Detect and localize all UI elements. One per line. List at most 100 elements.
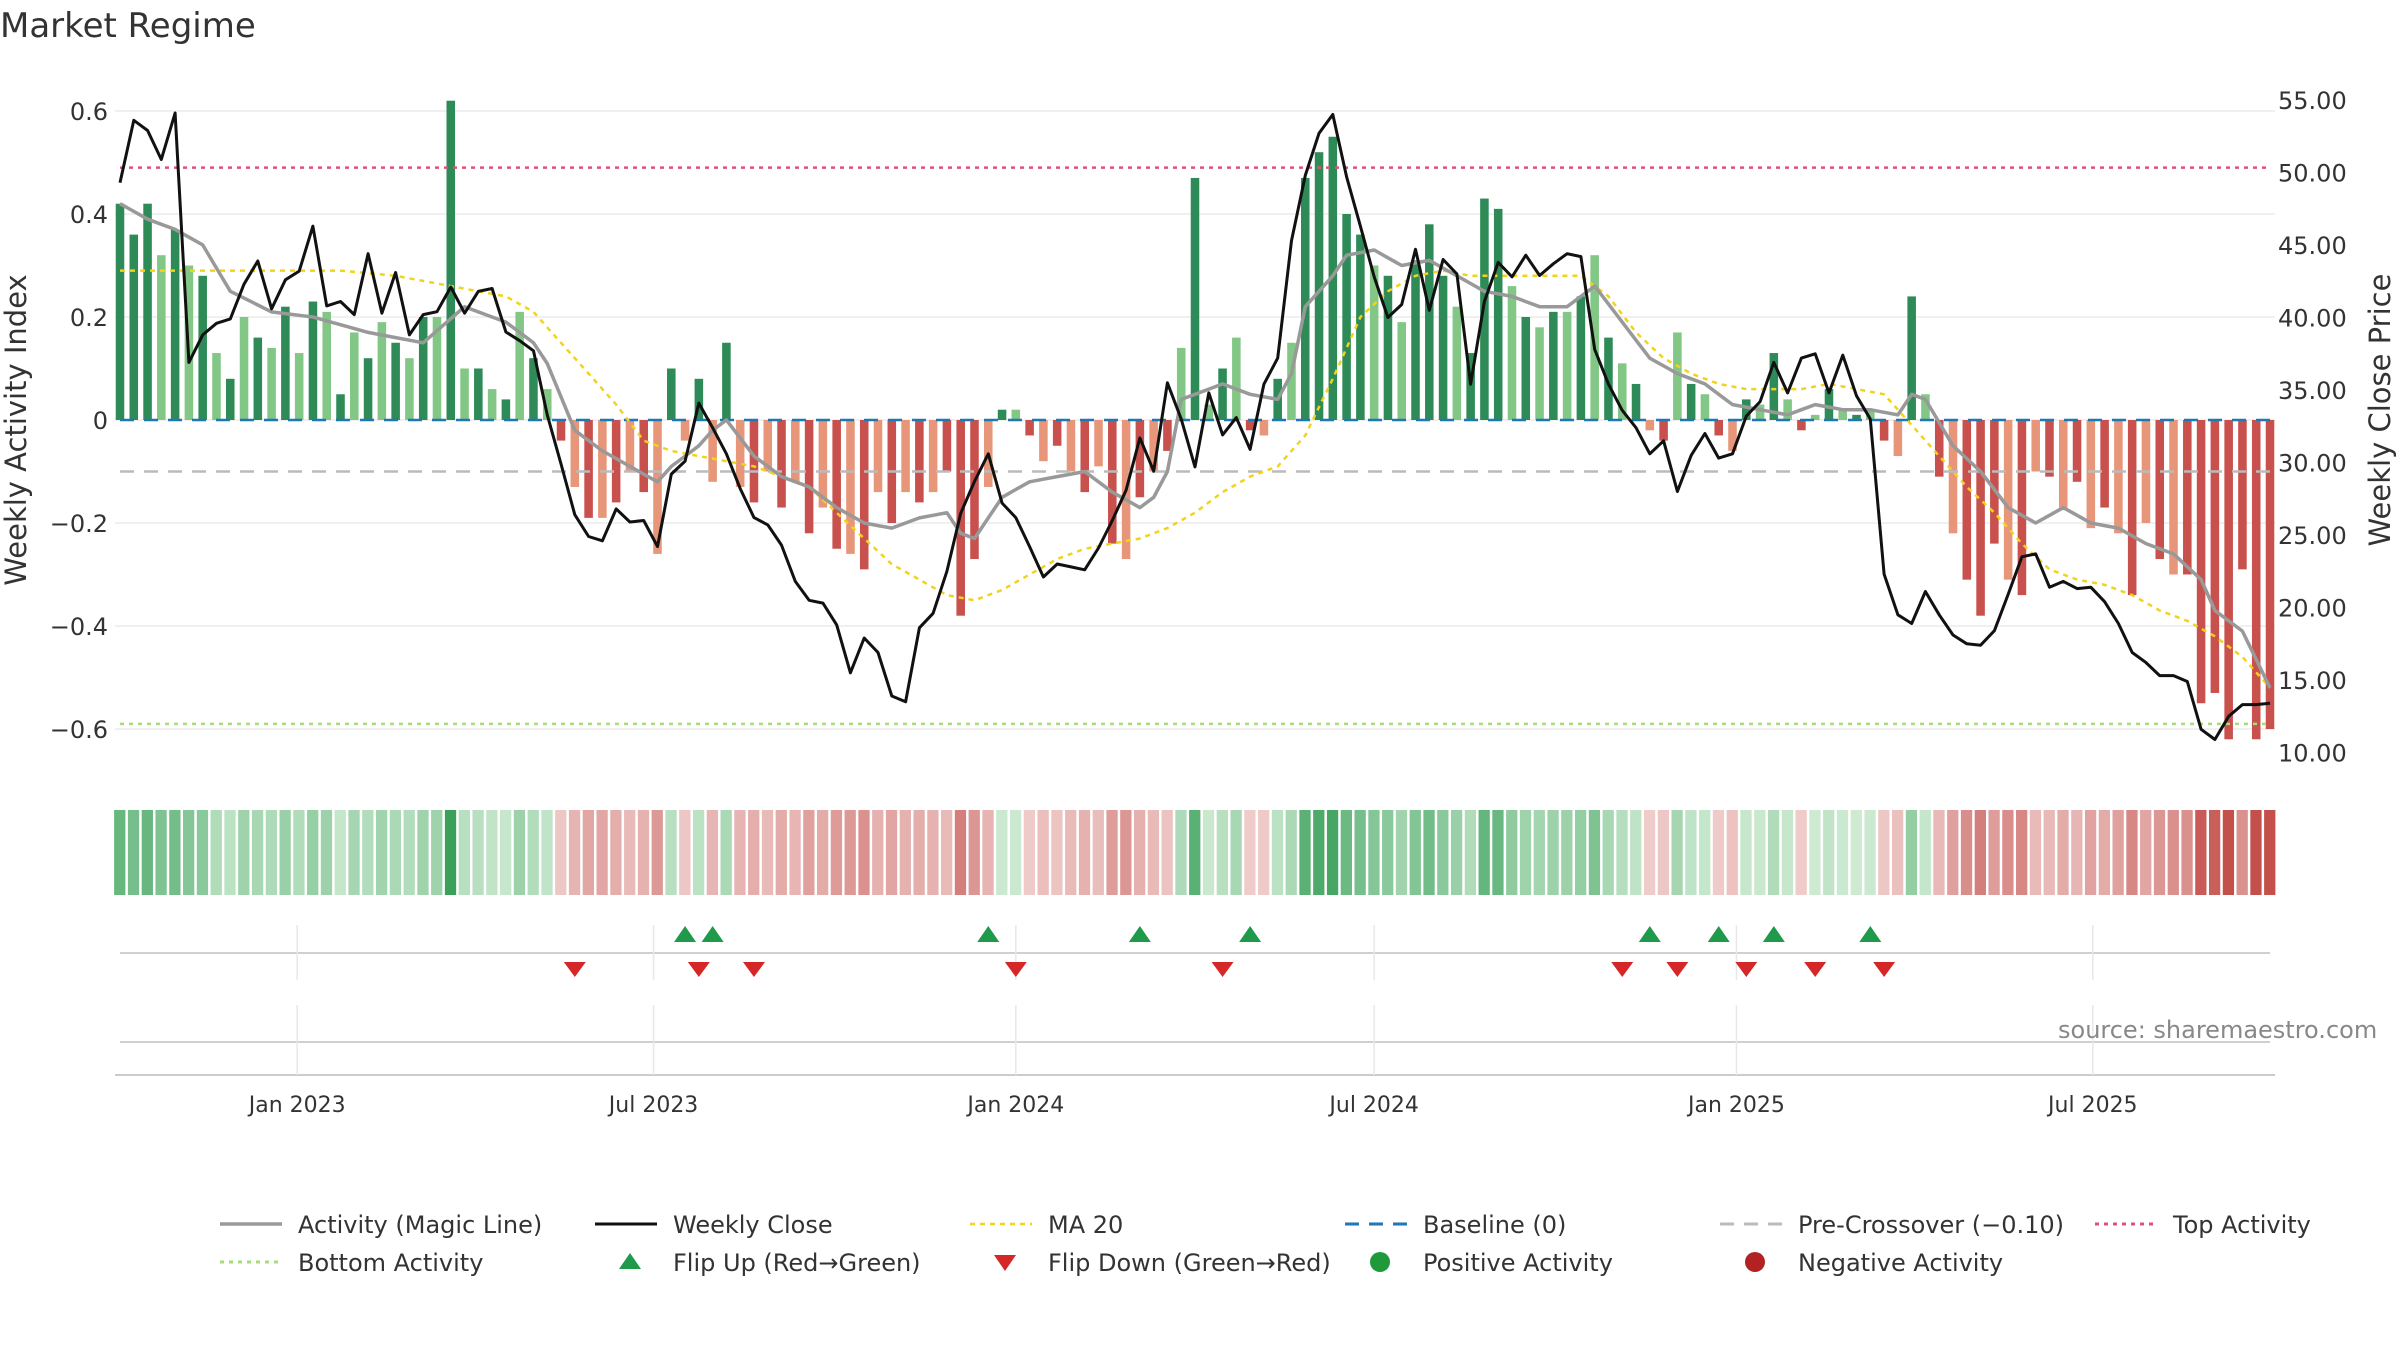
regime-cell — [334, 810, 346, 895]
regime-cell — [348, 810, 360, 895]
activity-bar — [1245, 420, 1255, 431]
source-note: source: sharemaestro.com — [2058, 1016, 2378, 1044]
activity-bar — [2183, 420, 2192, 575]
activity-bar — [1728, 420, 1737, 451]
regime-cell — [1809, 810, 1821, 895]
left-tick-label: −0.6 — [50, 716, 108, 744]
regime-cell — [748, 810, 760, 895]
activity-bar — [377, 322, 387, 420]
legend-label: Flip Down (Green→Red) — [1048, 1249, 1331, 1277]
activity-bar — [267, 347, 276, 420]
regime-cell — [1988, 810, 2000, 895]
regime-cell — [375, 810, 388, 895]
activity-bar — [694, 378, 704, 420]
regime-cell — [2112, 810, 2124, 895]
activity-bar — [1673, 332, 1682, 420]
regime-cell — [541, 810, 553, 895]
regime-cell — [761, 810, 774, 895]
activity-bar — [1259, 420, 1269, 436]
regime-cell — [513, 810, 526, 895]
regime-cell — [2098, 810, 2111, 895]
regime-cell — [706, 810, 719, 895]
regime-cell — [555, 810, 567, 895]
regime-cell — [1643, 810, 1656, 895]
activity-bar — [1287, 342, 1296, 420]
flip-up-marker — [1859, 926, 1882, 942]
regime-cell — [431, 810, 443, 895]
legend-label: Negative Activity — [1798, 1249, 2003, 1277]
regime-cell — [844, 810, 856, 895]
activity-bar — [1549, 311, 1558, 420]
regime-cell — [803, 810, 815, 895]
flip-down-marker — [1211, 962, 1234, 977]
regime-cell — [1864, 810, 1876, 895]
activity-bar — [1990, 420, 1999, 544]
activity-bar — [1824, 389, 1834, 420]
legend-label: Bottom Activity — [298, 1249, 483, 1277]
magic-line — [119, 202, 2272, 689]
regime-cell — [927, 810, 939, 895]
activity-bar — [1232, 337, 1241, 420]
activity-bar — [143, 203, 152, 420]
activity-bar — [1176, 347, 1186, 420]
activity-bar — [2238, 420, 2247, 570]
regime-cell — [720, 810, 732, 895]
flip-up-marker — [1239, 926, 1262, 942]
regime-cell — [1561, 810, 1573, 895]
legend-label: Weekly Close — [673, 1211, 833, 1239]
regime-cell — [982, 810, 994, 895]
regime-cell — [2126, 810, 2138, 895]
flip-up-marker — [977, 926, 1000, 942]
activity-bar — [667, 368, 676, 420]
regime-cell — [1712, 810, 1725, 895]
legend-item-neg: Negative Activity — [1745, 1249, 2003, 1277]
right-tick-label: 45.00 — [2278, 232, 2347, 260]
flip-markers-panel — [120, 925, 2270, 980]
activity-bar — [859, 420, 869, 570]
regime-cell — [1230, 810, 1242, 895]
regime-cell — [872, 810, 884, 895]
regime-cell — [1699, 810, 1711, 895]
activity-bar — [2058, 420, 2068, 508]
regime-cell — [155, 810, 167, 895]
right-tick-label: 25.00 — [2278, 522, 2347, 550]
regime-cell — [1340, 810, 1352, 895]
regime-cell — [1891, 810, 1904, 895]
x-axis: Jan 2023 Jul 2023 Jan 2024 Jul 2024 Jan 2025… — [115, 1005, 2275, 1118]
activity-bar — [1617, 363, 1627, 420]
activity-bar — [680, 420, 690, 441]
activity-bar — [225, 378, 235, 420]
x-tick-label: Jan 2023 — [247, 1093, 346, 1118]
activity-bar — [570, 420, 580, 487]
activity-bar — [2003, 420, 2013, 580]
regime-cell — [775, 810, 787, 895]
activity-bar — [777, 420, 786, 508]
activity-bar — [1149, 420, 1158, 472]
activity-bar — [2169, 420, 2178, 575]
activity-bar — [1300, 177, 1310, 420]
activity-bar — [1893, 420, 1903, 457]
activity-bar — [1879, 420, 1889, 441]
regime-cell — [1671, 810, 1683, 895]
regime-cell — [1547, 810, 1559, 895]
regime-cell — [141, 810, 153, 895]
activity-bar — [1521, 317, 1531, 420]
regime-cell — [651, 810, 663, 895]
regime-cell — [1189, 810, 1201, 895]
regime-cell — [2208, 810, 2221, 895]
activity-bar — [253, 337, 263, 420]
activity-bar — [1962, 420, 1972, 580]
regime-cell — [1464, 810, 1477, 895]
flip-down-marker — [1735, 962, 1758, 977]
legend-item-baseline: Baseline (0) — [1345, 1211, 1566, 1239]
x-tick-label: Jan 2025 — [1686, 1093, 1785, 1118]
legend-item-precross: Pre-Crossover (−0.10) — [1720, 1211, 2064, 1239]
regime-cell — [941, 810, 953, 895]
legend-swatch — [1745, 1252, 1765, 1272]
regime-cell — [2250, 810, 2262, 895]
right-tick-label: 35.00 — [2278, 377, 2347, 405]
x-tick-label: Jul 2023 — [607, 1093, 699, 1118]
activity-bar — [1342, 214, 1351, 420]
left-tick-label: 0.4 — [70, 201, 108, 229]
activity-bar — [749, 420, 759, 503]
